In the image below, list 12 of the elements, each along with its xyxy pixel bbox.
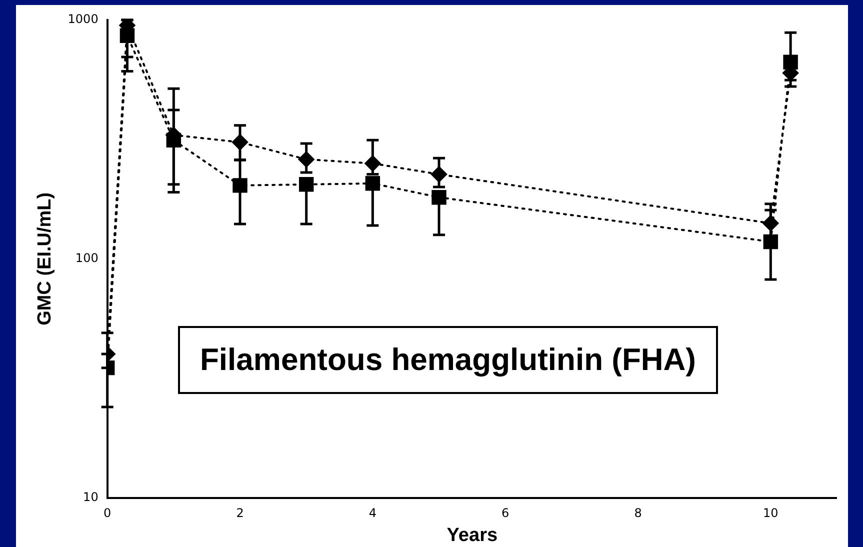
y-tick-label: 100 [75, 251, 98, 266]
x-tick-label: 10 [763, 506, 778, 520]
y-tick-label: 10 [83, 490, 98, 504]
x-axis-title: Years [446, 524, 498, 546]
annotation: Filamentous hemagglutinin (FHA) [178, 326, 718, 394]
y-axis-title: GMC (EI.U/mL) [34, 192, 56, 326]
x-tick-label: 8 [634, 506, 642, 520]
x-tick-label: 0 [104, 506, 112, 520]
x-tick-label: 4 [368, 506, 376, 520]
x-tick-label: 6 [502, 506, 510, 520]
y-tick-label: 1000 [68, 12, 98, 26]
x-tick-label: 2 [236, 506, 244, 520]
